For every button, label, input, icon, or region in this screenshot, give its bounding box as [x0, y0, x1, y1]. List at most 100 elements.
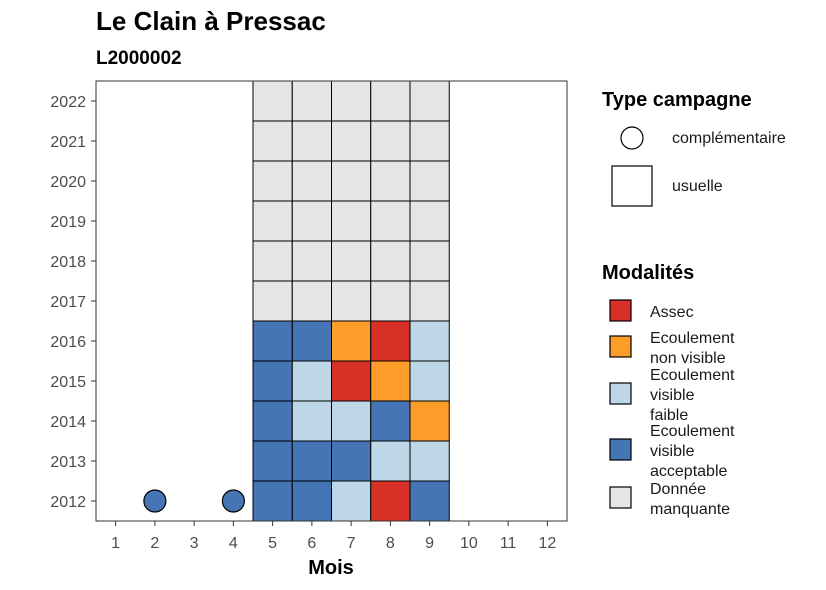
heatmap-cell [331, 120, 372, 162]
heatmap-cell [252, 240, 293, 282]
legend-fill-label-line: Donnée [650, 481, 706, 498]
legend-fill-label-line: Ecoulement [650, 423, 735, 440]
heatmap-cell [409, 480, 450, 522]
x-tick-label: 12 [538, 535, 556, 552]
legend-fill-title: Modalités [602, 262, 694, 284]
legend-fill-label-line: acceptable [650, 463, 727, 480]
legend-shape-label: usuelle [672, 178, 723, 195]
heatmap-cell [331, 160, 372, 202]
heatmap-cell [252, 280, 293, 322]
heatmap-cell [370, 320, 411, 362]
cells-layer [252, 80, 450, 522]
heatmap-cell [409, 160, 450, 202]
heatmap-cell [252, 480, 293, 522]
legend-fill-label-line: visible [650, 387, 695, 404]
heatmap-cell [370, 120, 411, 162]
legend-fill-label: Ecoulement visible acceptable [650, 423, 735, 480]
heatmap-cell [370, 240, 411, 282]
y-tick-label: 2021 [50, 134, 86, 151]
legend-key-assec [609, 299, 632, 322]
heatmap-cell [252, 120, 293, 162]
heatmap-cell [331, 480, 372, 522]
legend-fill-label-line: Ecoulement [650, 330, 735, 347]
heatmap-cell [331, 200, 372, 242]
legend-key-nonvisible [609, 335, 632, 358]
y-tick-label: 2020 [50, 174, 86, 191]
heatmap-cell [331, 240, 372, 282]
campaign-point [221, 489, 245, 513]
x-tick-label: 11 [500, 535, 517, 552]
x-tick-label: 5 [268, 535, 277, 552]
heatmap-cell [409, 240, 450, 282]
heatmap-cell [291, 200, 332, 242]
heatmap-cell [331, 280, 372, 322]
heatmap-cell [252, 200, 293, 242]
heatmap-cell [370, 80, 411, 122]
heatmap-cell [331, 400, 372, 442]
chart-title: Le Clain à Pressac [96, 6, 326, 36]
heatmap-cell [252, 320, 293, 362]
heatmap-cell [291, 320, 332, 362]
y-tick-label: 2019 [50, 214, 86, 231]
legend-key-acceptable [609, 438, 632, 461]
heatmap-cell [370, 440, 411, 482]
y-tick-label: 2014 [50, 414, 86, 431]
heatmap-cell [291, 480, 332, 522]
x-tick-label: 10 [460, 535, 478, 552]
heatmap-cell [252, 360, 293, 402]
x-tick-label: 4 [229, 535, 238, 552]
legend-key-faible [609, 382, 632, 405]
heatmap-cell [331, 440, 372, 482]
legend-key-square [611, 165, 653, 207]
plot-area [95, 80, 568, 522]
heatmap-cell [252, 80, 293, 122]
heatmap-cell [370, 480, 411, 522]
heatmap-cell [252, 440, 293, 482]
x-tick-label: 2 [150, 535, 159, 552]
legend-fill-label: Donnée manquante [650, 481, 730, 518]
heatmap-cell [370, 400, 411, 442]
heatmap-cell [331, 320, 372, 362]
y-tick-label: 2022 [50, 94, 86, 111]
x-tick-label: 7 [347, 535, 356, 552]
campaign-point [143, 489, 167, 513]
x-axis-title: Mois [308, 557, 354, 579]
heatmap-cell [409, 80, 450, 122]
heatmap-cell [409, 400, 450, 442]
legend-fill-label-line: faible [650, 407, 688, 424]
legend-fill-label: Ecoulement visible faible [650, 367, 735, 424]
y-axis: 2012 2013 2014 2015 2016 2017 2018 2019 2020 2021… [50, 94, 96, 511]
legend-fill-label-line: visible [650, 443, 695, 460]
x-tick-label: 9 [425, 535, 434, 552]
heatmap-cell [291, 440, 332, 482]
heatmap-cell [291, 240, 332, 282]
heatmap-cell [331, 80, 372, 122]
x-tick-label: 3 [190, 535, 199, 552]
legend-shape-title: Type campagne [602, 89, 752, 111]
x-axis: 1 2 3 4 5 6 7 8 9 10 11 12 [111, 521, 556, 552]
heatmap-cell [409, 200, 450, 242]
heatmap-cell [291, 160, 332, 202]
legend-type-campagne: Type campagne complémentaire usuelle [602, 89, 786, 207]
heatmap-cell [409, 280, 450, 322]
heatmap-cell [331, 360, 372, 402]
legend-fill-label-line: non visible [650, 350, 726, 367]
x-tick-label: 6 [307, 535, 316, 552]
heatmap-cell [252, 160, 293, 202]
legend-shape-label: complémentaire [672, 130, 786, 147]
y-tick-label: 2012 [50, 494, 86, 511]
heatmap-cell [409, 120, 450, 162]
heatmap-cell [291, 400, 332, 442]
legend-key-manquante [609, 486, 632, 509]
heatmap-cell [291, 280, 332, 322]
y-tick-label: 2016 [50, 334, 86, 351]
heatmap-cell [370, 280, 411, 322]
legend-key-circle [620, 126, 644, 150]
points-layer [143, 489, 245, 513]
heatmap-cell [291, 120, 332, 162]
legend-fill-label-line: Ecoulement [650, 367, 735, 384]
heatmap-cell [409, 320, 450, 362]
heatmap-cell [370, 200, 411, 242]
